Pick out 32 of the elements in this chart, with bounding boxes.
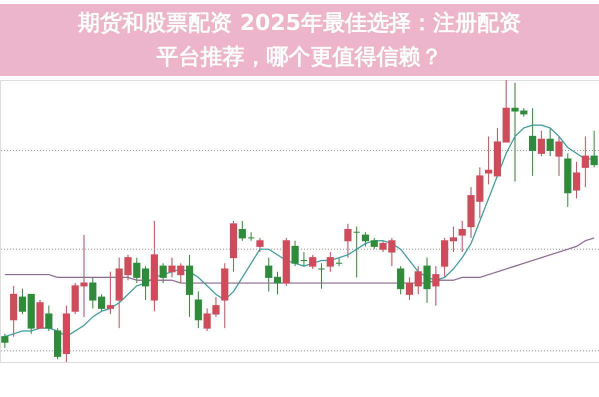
candlestick: [309, 254, 316, 270]
candlestick: [256, 237, 264, 253]
candlestick: [572, 161, 580, 199]
candlestick: [1, 333, 8, 348]
candlestick: [555, 136, 563, 176]
chart-title: 期货和股票配资 2025年最佳选择：注册配资平台推荐，哪个更值得信赖？: [77, 10, 521, 70]
candlestick: [546, 127, 554, 157]
candlestick: [106, 271, 114, 315]
candlestick: [379, 240, 387, 253]
candlestick: [292, 240, 299, 267]
candlestick: [458, 220, 466, 253]
candlestick: [432, 266, 440, 306]
candlestick: [538, 130, 545, 157]
candlestick: [388, 237, 396, 267]
candlestick: [485, 136, 492, 185]
candlestick: [300, 252, 308, 267]
candlestick: [160, 262, 167, 284]
candlestick: [212, 296, 220, 318]
candlestick: [353, 226, 360, 278]
candlestick: [238, 220, 246, 242]
candlestick: [450, 226, 458, 253]
candlestick: [529, 108, 536, 176]
candlestick: [423, 257, 431, 304]
candlestick: [326, 252, 334, 272]
candlestick: [194, 291, 202, 329]
candlestick: [45, 305, 52, 332]
candlestick: [590, 130, 598, 168]
candlestick: [582, 136, 589, 188]
candlestick: [344, 223, 352, 258]
candlestick: [397, 266, 404, 295]
candlestick: [204, 308, 211, 332]
candlestick: [318, 262, 326, 290]
